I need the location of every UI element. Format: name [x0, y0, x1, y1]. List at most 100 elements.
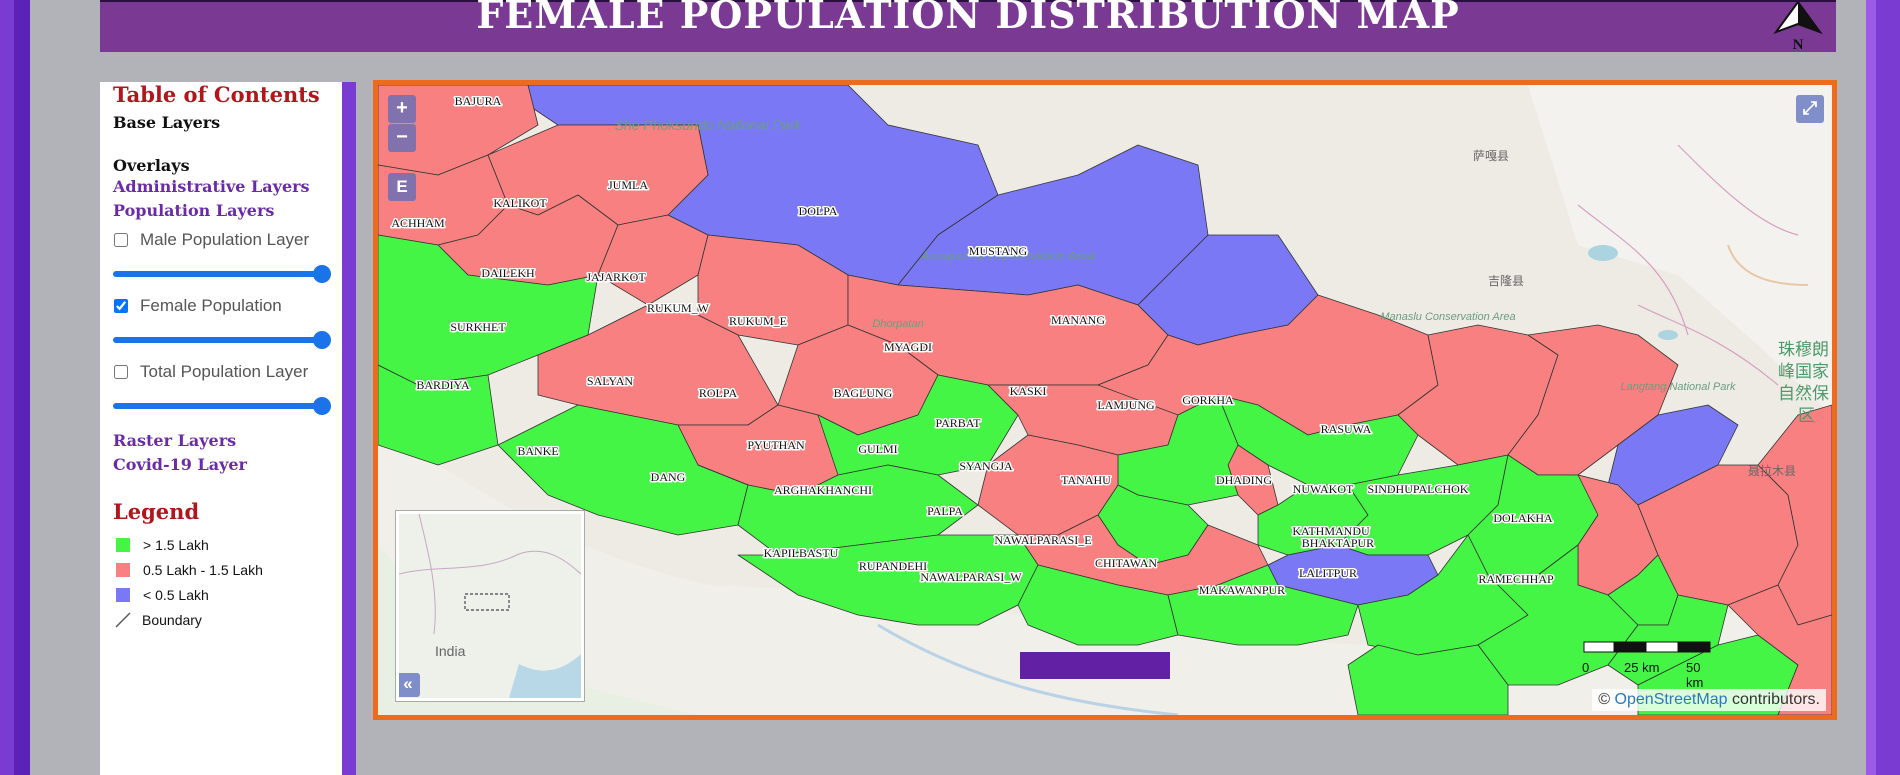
- scale-tick-50: 50 km: [1686, 660, 1704, 690]
- layer-female-row: Female Population: [113, 291, 342, 321]
- legend-item: 0.5 Lakh - 1.5 Lakh: [113, 557, 342, 582]
- north-arrow-icon: N: [1773, 2, 1823, 53]
- district-label-palpa: PALPA: [927, 504, 963, 518]
- district-label-nuwakot: NUWAKOT: [1293, 482, 1354, 496]
- district-label-nawalparasi-e: NAWALPARASI_E: [994, 533, 1091, 547]
- osm-link[interactable]: OpenStreetMap: [1614, 691, 1728, 708]
- map-cjk-label: 聂拉木县: [1748, 463, 1796, 478]
- district-label-salyan: SALYAN: [587, 374, 633, 388]
- map-cjk-label: 珠穆朗: [1778, 340, 1829, 360]
- zoom-extent-button[interactable]: E: [388, 173, 416, 201]
- zoom-out-button[interactable]: −: [388, 124, 416, 152]
- district-label-makawanpur: MAKAWANPUR: [1199, 583, 1285, 597]
- district-label-rupandehi: RUPANDEHI: [859, 559, 927, 573]
- male-layer-checkbox[interactable]: [114, 233, 128, 247]
- overview-map-graphic: India: [399, 514, 581, 698]
- district-label-parbat: PARBAT: [936, 416, 982, 430]
- scale-bar: 0 25 km 50 km: [1582, 640, 1712, 690]
- district-label-bardiya: BARDIYA: [416, 378, 470, 392]
- female-layer-label: Female Population: [140, 296, 282, 315]
- male-opacity-slider[interactable]: [113, 255, 331, 291]
- district-label-sindhupalchok: SINDHUPALCHOK: [1368, 482, 1469, 496]
- legend-label: 0.5 Lakh - 1.5 Lakh: [143, 561, 263, 578]
- map-bg-label: Dhorpatan: [872, 318, 923, 330]
- table-of-contents-panel: Table of Contents Base Layers Overlays A…: [100, 82, 342, 775]
- slider-thumb[interactable]: [313, 397, 331, 415]
- legend-title: Legend: [113, 499, 200, 524]
- map-cjk-label: 吉隆县: [1488, 273, 1524, 288]
- population-layers-link[interactable]: Population Layers: [113, 201, 275, 220]
- base-layers-heading[interactable]: Base Layers: [113, 113, 221, 132]
- district-label-pyuthan: PYUTHAN: [747, 438, 805, 452]
- zoom-in-button[interactable]: +: [388, 95, 416, 123]
- legend-swatch-high: [116, 537, 130, 552]
- district-label-dailekh: DAILEKH: [481, 266, 535, 280]
- district-label-rolpa: ROLPA: [699, 386, 738, 400]
- layer-total-row: Total Population Layer: [113, 357, 342, 387]
- district-label-gorkha: GORKHA: [1182, 393, 1234, 407]
- district-label-dang: DANG: [651, 470, 686, 484]
- legend-label: < 0.5 Lakh: [143, 586, 209, 603]
- female-opacity-slider[interactable]: [113, 321, 331, 357]
- district-label-chitawan: CHITAWAN: [1095, 556, 1157, 570]
- scale-tick-25: 25 km: [1624, 660, 1660, 675]
- layer-male-row: Male Population Layer: [113, 225, 342, 255]
- map-bg-label: Manaslu Conservation Area: [1380, 311, 1515, 323]
- page-header: FEMALE POPULATION DISTRIBUTION MAP N: [100, 0, 1836, 53]
- district-label-surkhet: SURKHET: [450, 320, 506, 334]
- district-label-nawalparasi-w: NAWALPARASI_W: [920, 570, 1022, 584]
- overview-map[interactable]: India «: [395, 510, 585, 702]
- toc-divider: [342, 82, 356, 775]
- map-cjk-label: 自然保: [1778, 384, 1829, 404]
- total-opacity-slider[interactable]: [113, 387, 331, 423]
- map-cjk-label: 萨嘎县: [1473, 149, 1509, 163]
- map-view[interactable]: She Phoksundo National Park Annapurna Co…: [373, 80, 1837, 720]
- district-label-dolpa: DOLPA: [799, 204, 838, 218]
- toc-title: Table of Contents: [113, 82, 320, 107]
- fullscreen-button[interactable]: ⤢: [1796, 95, 1824, 123]
- slider-thumb[interactable]: [313, 265, 331, 283]
- north-label: N: [1793, 37, 1804, 53]
- district-label-kathmandu: KATHMANDU: [1292, 524, 1370, 538]
- legend-swatch-low: [116, 587, 130, 602]
- page-title: FEMALE POPULATION DISTRIBUTION MAP: [476, 0, 1460, 37]
- district-label-kaski: KASKI: [1010, 384, 1047, 398]
- scale-tick-0: 0: [1582, 660, 1590, 675]
- purple-overlay-box: [1020, 652, 1170, 679]
- district-label-arghakhanchi: ARGHAKHANCHI: [774, 483, 872, 497]
- copyright-symbol: ©: [1598, 691, 1611, 708]
- legend-swatch-mid: [116, 562, 130, 577]
- map-attribution: © OpenStreetMap contributors.: [1592, 689, 1826, 711]
- district-label-myagdi: MYAGDI: [884, 340, 932, 354]
- district-label-jajarkot: JAJARKOT: [586, 270, 646, 284]
- covid-layer-link[interactable]: Covid-19 Layer: [113, 455, 247, 474]
- total-layer-checkbox[interactable]: [114, 365, 128, 379]
- administrative-layers-link[interactable]: Administrative Layers: [113, 177, 310, 196]
- overlays-heading: Overlays: [113, 156, 190, 175]
- district-labels: BAJURA KALIKOT JUMLA ACHHAM DOLPA MUSTANG DAIL…: [390, 93, 1556, 599]
- overview-collapse-button[interactable]: «: [399, 673, 420, 697]
- map-cjk-label: 区: [1798, 406, 1815, 426]
- male-layer-label: Male Population Layer: [140, 230, 310, 249]
- map-bg-label: Annapurna Conservation Area: [920, 248, 1095, 263]
- female-layer-checkbox[interactable]: [114, 299, 128, 313]
- district-label-kapilbastu: KAPILBASTU: [764, 546, 839, 560]
- right-frame: [1866, 0, 1900, 775]
- district-label-rukum-w: RUKUM_W: [647, 301, 710, 315]
- district-label-manang: MANANG: [1051, 313, 1105, 327]
- slider-thumb[interactable]: [313, 331, 331, 349]
- district-label-syangja: SYANGJA: [959, 459, 1013, 473]
- boundary-line-icon: [115, 612, 131, 627]
- district-label-dolakha: DOLAKHA: [1493, 511, 1553, 525]
- raster-layers-link[interactable]: Raster Layers: [113, 431, 237, 450]
- district-map[interactable]: She Phoksundo National Park Annapurna Co…: [378, 85, 1832, 715]
- map-bg-label: She Phoksundo National Park: [615, 117, 803, 133]
- total-layer-label: Total Population Layer: [140, 362, 309, 381]
- legend-label: > 1.5 Lakh: [143, 536, 209, 553]
- scale-bar-graphic: [1583, 641, 1711, 653]
- district-label-achham: ACHHAM: [391, 216, 445, 230]
- legend-item: < 0.5 Lakh: [113, 582, 342, 607]
- district-label-lamjung: LAMJUNG: [1097, 398, 1155, 412]
- district-label-ramechhap: RAMECHHAP: [1478, 572, 1554, 586]
- map-bg-label: Langtang National Park: [1621, 381, 1736, 393]
